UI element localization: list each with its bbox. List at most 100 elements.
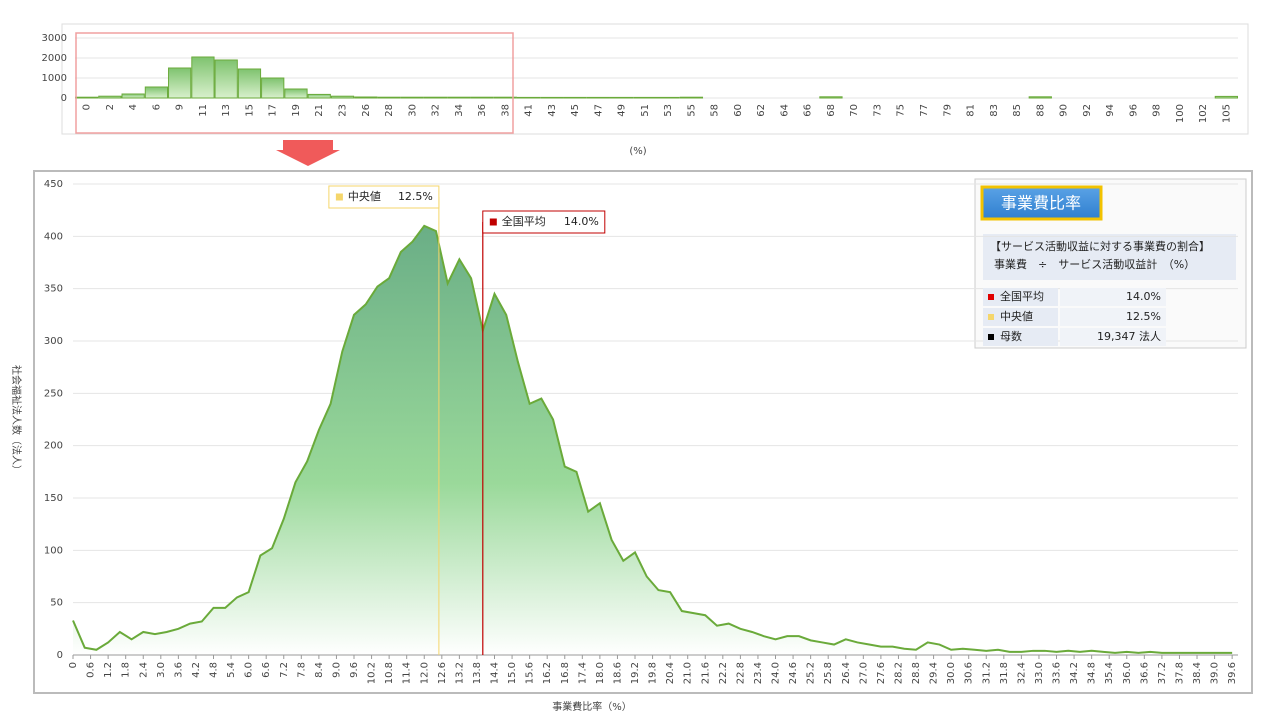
- bar: [400, 96, 424, 99]
- x-tick-label: 6.0: [244, 662, 255, 678]
- x-tick-label: 85: [1012, 104, 1023, 117]
- annotation-label: 中央値: [348, 190, 381, 203]
- x-tick-label: 66: [803, 104, 814, 117]
- x-tick-label: 32: [431, 104, 442, 117]
- y-tick-label: 100: [44, 545, 63, 556]
- x-tick-label: 22.8: [735, 662, 746, 684]
- x-tick-label: 68: [826, 104, 837, 117]
- bar: [191, 56, 215, 99]
- y-tick-label: 400: [44, 231, 63, 242]
- x-tick-label: 34.8: [1087, 662, 1098, 684]
- bar: [98, 95, 122, 99]
- x-tick-label: 53: [663, 104, 674, 117]
- bar: [330, 95, 355, 99]
- bar: [447, 96, 471, 99]
- annotation-box: [328, 185, 440, 209]
- x-tick-label: 15.6: [525, 662, 536, 684]
- y-tick-label: 0: [61, 93, 67, 104]
- x-tick-label: 7.8: [296, 662, 307, 678]
- x-tick-label: 33.0: [1034, 662, 1045, 684]
- x-tick-label: 43: [547, 104, 558, 117]
- x-tick-label: 10.8: [384, 662, 395, 684]
- bar: [516, 96, 541, 99]
- x-tick-label: 32.4: [1016, 662, 1027, 684]
- x-tick-label: 31.8: [999, 662, 1010, 684]
- annotation-value: 12.5%: [398, 190, 433, 203]
- x-tick-label: 27.0: [858, 662, 869, 684]
- panel-swatch: [988, 334, 994, 340]
- x-tick-label: 75: [896, 104, 907, 117]
- y-tick-label: 2000: [42, 53, 67, 64]
- x-tick-label: 19.2: [630, 662, 641, 684]
- x-tick-label: 51: [640, 104, 651, 117]
- x-tick-label: 24.6: [788, 662, 799, 684]
- panel-row-label: 中央値: [1000, 310, 1033, 323]
- bar: [261, 77, 285, 99]
- x-tick-label: 17: [268, 104, 279, 117]
- bar: [307, 93, 331, 99]
- bar: [377, 96, 401, 99]
- bar: [633, 96, 657, 99]
- x-tick-label: 28.8: [911, 662, 922, 684]
- x-tick-label: 21.6: [700, 662, 711, 684]
- x-tick-label: 26.4: [841, 662, 852, 684]
- selection-range: [75, 32, 514, 134]
- bar: [493, 96, 517, 99]
- x-tick-label: 38.4: [1192, 662, 1203, 684]
- x-tick-label: 11.4: [402, 662, 413, 684]
- y-tick-label: 0: [57, 650, 63, 661]
- x-tick-label: 30.0: [946, 662, 957, 684]
- annotation-box: [482, 210, 606, 234]
- x-tick-label: 64: [779, 104, 790, 117]
- x-tick-label: 15: [244, 104, 255, 117]
- x-tick-label: 9.6: [349, 662, 360, 678]
- x-tick-label: 77: [919, 104, 930, 117]
- x-tick-label: 9: [175, 104, 186, 110]
- y-tick-label: 250: [44, 388, 63, 399]
- x-tick-label: 13: [221, 104, 232, 117]
- x-tick-label: 92: [1082, 104, 1093, 117]
- bar: [586, 96, 610, 99]
- bar: [819, 96, 843, 99]
- x-tick-label: 6: [151, 104, 162, 110]
- panel-row: [983, 308, 1058, 326]
- bar: [1028, 96, 1052, 99]
- x-tick-label: 13.8: [472, 662, 483, 684]
- x-tick-label: 35.4: [1104, 662, 1115, 684]
- x-tick-label: 37.2: [1157, 662, 1168, 684]
- x-tick-label: 38: [500, 104, 511, 117]
- panel-title: 事業費比率: [1001, 194, 1081, 213]
- x-tick-label: 21.0: [683, 662, 694, 684]
- bar: [1214, 95, 1238, 99]
- bar: [656, 96, 680, 99]
- x-tick-label: 29.4: [929, 662, 940, 684]
- x-tick-label: 24.0: [771, 662, 782, 684]
- bar: [540, 96, 564, 99]
- x-tick-label: 79: [942, 104, 953, 117]
- x-tick-label: 6.6: [261, 662, 272, 678]
- panel-row: [1060, 328, 1166, 346]
- x-tick-label: 94: [1105, 104, 1116, 117]
- x-axis-title: 事業費比率（%）: [552, 700, 632, 713]
- x-tick-label: 3.0: [156, 662, 167, 678]
- x-tick-label: 100: [1175, 104, 1186, 123]
- x-tick-label: 26: [361, 104, 372, 117]
- x-tick-label: 21: [314, 104, 325, 117]
- x-tick-label: 19.8: [648, 662, 659, 684]
- x-tick-label: 23.4: [753, 662, 764, 684]
- panel-row: [1060, 308, 1166, 326]
- y-tick-label: 3000: [42, 33, 67, 44]
- x-tick-label: 37.8: [1174, 662, 1185, 684]
- y-tick-label: 450: [44, 179, 63, 190]
- panel-title-box: [980, 185, 1103, 221]
- x-tick-label: 10.2: [367, 662, 378, 684]
- area-fill: [73, 225, 1233, 655]
- x-tick-label: 0.6: [86, 662, 97, 678]
- x-tick-label: 18.6: [612, 662, 623, 684]
- x-tick-label: 98: [1152, 104, 1163, 117]
- bar: [284, 88, 308, 99]
- x-tick-label: 83: [989, 104, 1000, 117]
- bar: [679, 96, 704, 99]
- x-tick-label: 105: [1221, 104, 1232, 123]
